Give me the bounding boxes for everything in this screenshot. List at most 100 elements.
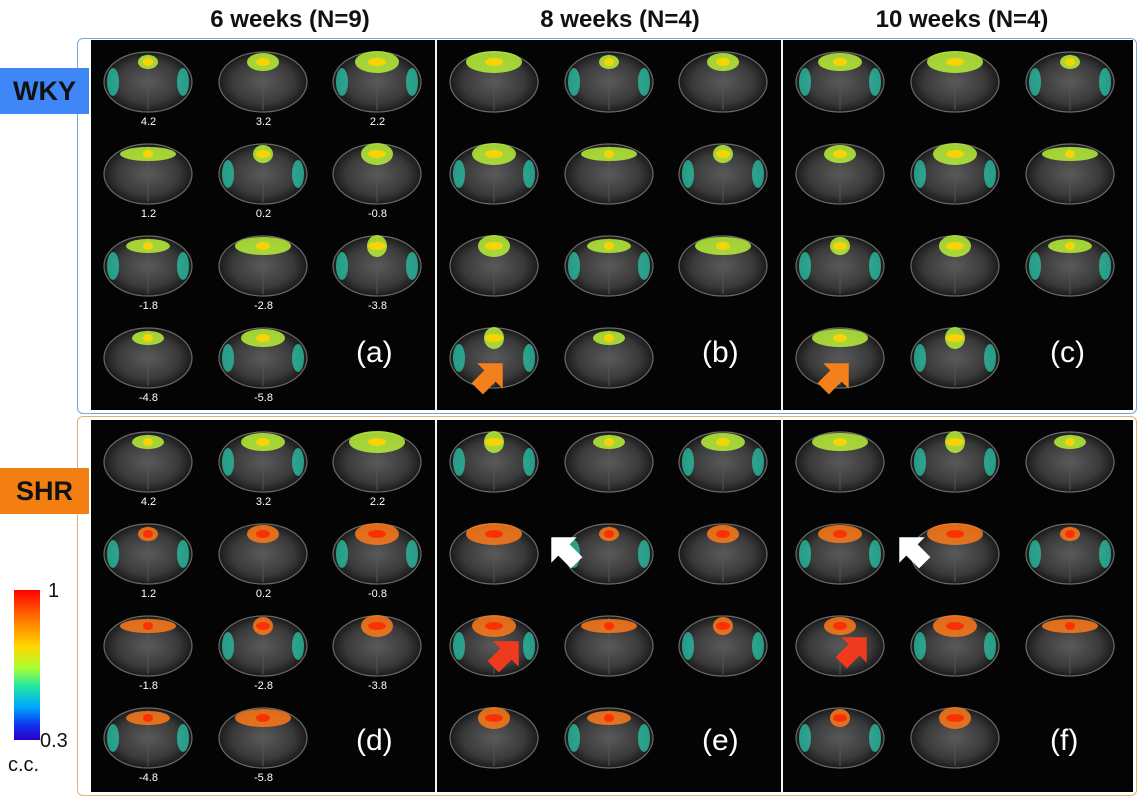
panel-label-b: (b): [702, 336, 739, 369]
brain-slice: [783, 132, 898, 225]
brain-slice: -5.8: [206, 316, 321, 409]
slice-position-label: -2.8: [254, 680, 273, 692]
brain-slice: 2.2: [320, 40, 435, 133]
brain-slice: [898, 512, 1013, 605]
brain-slice: [783, 604, 898, 697]
slice-position-label: -0.8: [368, 208, 387, 220]
brain-slice: [783, 420, 898, 513]
slice-position-label: 1.2: [140, 208, 157, 220]
brain-slice: [437, 420, 552, 513]
brain-slice: [666, 420, 781, 513]
brain-slice: 3.2: [206, 420, 321, 513]
brain-slice: -2.8: [206, 604, 321, 697]
slice-position-label: 0.2: [255, 588, 272, 600]
brain-slice: -0.8: [320, 512, 435, 605]
red-arrow-icon: [834, 630, 874, 670]
brain-slice: [666, 40, 781, 133]
brain-slice: [666, 604, 781, 697]
brain-slice: -2.8: [206, 224, 321, 317]
panel-divider: [781, 40, 783, 410]
brain-slice: [552, 40, 667, 133]
orange-arrow-icon: [470, 356, 510, 396]
panel-label-f: (f): [1050, 724, 1079, 757]
slice-position-label: 0.2: [255, 208, 272, 220]
brain-slice: [1013, 224, 1128, 317]
brain-slice: [1013, 420, 1128, 513]
wky-group-frame: [77, 38, 1137, 414]
slice-position-label: 2.2: [369, 116, 386, 128]
shr-group-label: SHR: [0, 468, 89, 514]
brain-slice: [437, 40, 552, 133]
brain-slice: [783, 316, 898, 409]
brain-slice: [552, 316, 667, 409]
brain-slice: [1013, 604, 1128, 697]
brain-slice: [437, 224, 552, 317]
brain-slice: [666, 512, 781, 605]
slice-position-label: -4.8: [139, 392, 158, 404]
white-arrow-icon: [892, 530, 932, 570]
brain-slice: [898, 40, 1013, 133]
brain-slice: [552, 512, 667, 605]
brain-slice: [666, 224, 781, 317]
brain-slice: -1.8: [91, 224, 206, 317]
brain-slice: 1.2: [91, 512, 206, 605]
brain-slice: -5.8: [206, 696, 321, 789]
slice-position-label: -1.8: [139, 680, 158, 692]
brain-slice: [437, 696, 552, 789]
brain-slice: [898, 224, 1013, 317]
brain-slice: 4.2: [91, 40, 206, 133]
slice-position-label: -1.8: [139, 300, 158, 312]
brain-slice: [552, 420, 667, 513]
panel-label-e: (e): [702, 724, 739, 757]
white-arrow-icon: [544, 530, 584, 570]
slice-position-label: -3.8: [368, 680, 387, 692]
brain-slice: 4.2: [91, 420, 206, 513]
brain-slice: [898, 132, 1013, 225]
brain-slice: [783, 696, 898, 789]
wky-group-label: WKY: [0, 68, 89, 114]
shr-group-frame: [77, 416, 1137, 796]
brain-slice: [666, 132, 781, 225]
slice-position-label: 3.2: [255, 116, 272, 128]
colorbar-max-label: 1: [48, 580, 60, 602]
column-header-6-weeks: 6 weeks (N=9): [210, 6, 370, 33]
panel-label-c: (c): [1050, 336, 1085, 369]
column-header-8-weeks: 8 weeks (N=4): [540, 6, 700, 33]
brain-slice: -4.8: [91, 316, 206, 409]
column-header-10-weeks: 10 weeks (N=4): [875, 6, 1049, 33]
slice-position-label: -4.8: [139, 772, 158, 784]
brain-slice: 1.2: [91, 132, 206, 225]
colorbar-min-label: 0.3: [40, 730, 68, 752]
slice-position-label: 4.2: [140, 496, 157, 508]
brain-slice: [898, 316, 1013, 409]
brain-slice: [1013, 40, 1128, 133]
brain-slice: 2.2: [320, 420, 435, 513]
brain-slice: [437, 512, 552, 605]
panel-label-a: (a): [356, 336, 393, 369]
panel-divider: [781, 420, 783, 792]
brain-slice: -3.8: [320, 604, 435, 697]
brain-slice: -4.8: [91, 696, 206, 789]
brain-slice: [552, 132, 667, 225]
brain-slice: [898, 604, 1013, 697]
orange-arrow-icon: [816, 356, 856, 396]
brain-slice: 0.2: [206, 132, 321, 225]
slice-position-label: -5.8: [254, 772, 273, 784]
brain-slice: [898, 696, 1013, 789]
brain-slice: [783, 512, 898, 605]
red-arrow-icon: [486, 634, 526, 674]
slice-position-label: 1.2: [140, 588, 157, 600]
panel-label-d: (d): [356, 724, 393, 757]
brain-slice: -3.8: [320, 224, 435, 317]
slice-position-label: 2.2: [369, 496, 386, 508]
brain-slice: [437, 316, 552, 409]
brain-slice: [552, 604, 667, 697]
brain-slice: -1.8: [91, 604, 206, 697]
brain-slice: [552, 224, 667, 317]
slice-position-label: -5.8: [254, 392, 273, 404]
panel-divider: [435, 40, 437, 410]
colorbar: [14, 590, 40, 740]
brain-slice: [1013, 512, 1128, 605]
slice-position-label: 3.2: [255, 496, 272, 508]
brain-slice: [898, 420, 1013, 513]
